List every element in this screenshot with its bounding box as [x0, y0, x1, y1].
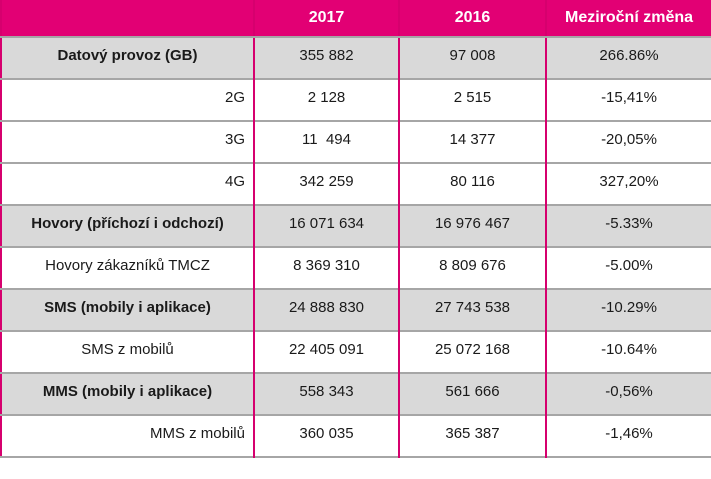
value-2016: 561 666	[398, 372, 546, 415]
value-2017: 355 882	[253, 37, 399, 79]
value-2017: 8 369 310	[253, 246, 399, 289]
row-label: Datový provoz (GB)	[1, 37, 254, 79]
row-label: SMS z mobilů	[1, 330, 254, 373]
value-yoy-change: -0,56%	[545, 372, 711, 415]
table-row: MMS z mobilů 360 035 365 387 -1,46%	[1, 414, 711, 457]
value-2017: 342 259	[253, 162, 399, 205]
row-label: Hovory zákazníků TMCZ	[1, 246, 254, 289]
value-2017: 360 035	[253, 414, 399, 457]
value-2016: 97 008	[398, 37, 546, 79]
value-yoy-change: 266.86%	[545, 37, 711, 79]
value-yoy-change: -5.33%	[545, 204, 711, 247]
value-yoy-change: -10.29%	[545, 288, 711, 331]
value-2016: 25 072 168	[398, 330, 546, 373]
header-year-2016: 2016	[398, 0, 546, 38]
table-row: MMS (mobily i aplikace) 558 343 561 666 -0,…	[1, 372, 711, 415]
row-label: MMS (mobily i aplikace)	[1, 372, 254, 415]
table-row: Hovory (příchozí i odchozí) 16 071 634 16 …	[1, 204, 711, 247]
header-row: 2017 2016 Meziroční změna	[1, 0, 711, 38]
value-yoy-change: -15,41%	[545, 78, 711, 121]
row-label: SMS (mobily i aplikace)	[1, 288, 254, 331]
value-2016: 2 515	[398, 78, 546, 121]
table-row: 2G 2 128 2 515 -15,41%	[1, 78, 711, 121]
value-yoy-change: -5.00%	[545, 246, 711, 289]
table-row: 3G 11 494 14 377 -20,05%	[1, 120, 711, 163]
table-row: Hovory zákazníků TMCZ 8 369 310 8 809 676-…	[1, 246, 711, 289]
table-row: Datový provoz (GB) 355 882 97 008 266.86%	[1, 37, 711, 79]
value-2016: 14 377	[398, 120, 546, 163]
value-2017: 22 405 091	[253, 330, 399, 373]
value-yoy-change: 327,20%	[545, 162, 711, 205]
value-2017: 558 343	[253, 372, 399, 415]
statistics-table: 2017 2016 Meziroční změna Datový provoz …	[0, 0, 711, 458]
value-2017: 2 128	[253, 78, 399, 121]
value-2016: 80 116	[398, 162, 546, 205]
value-2017: 11 494	[253, 120, 399, 163]
row-label: Hovory (příchozí i odchozí)	[1, 204, 254, 247]
value-yoy-change: -10.64%	[545, 330, 711, 373]
header-yoy-change: Meziroční změna	[545, 0, 711, 38]
value-2016: 365 387	[398, 414, 546, 457]
header-empty-cell	[1, 0, 254, 38]
row-label: 3G	[1, 120, 254, 163]
value-2017: 24 888 830	[253, 288, 399, 331]
row-label: MMS z mobilů	[1, 414, 254, 457]
table-row: SMS (mobily i aplikace) 24 888 830 27 743 …	[1, 288, 711, 331]
value-yoy-change: -20,05%	[545, 120, 711, 163]
table-row: 4G 342 259 80 116 327,20%	[1, 162, 711, 205]
value-2017: 16 071 634	[253, 204, 399, 247]
value-yoy-change: -1,46%	[545, 414, 711, 457]
row-label: 4G	[1, 162, 254, 205]
value-2016: 27 743 538	[398, 288, 546, 331]
header-year-2017: 2017	[253, 0, 399, 38]
value-2016: 8 809 676	[398, 246, 546, 289]
table-row: SMS z mobilů 22 405 091 25 072 168 -10.64%	[1, 330, 711, 373]
row-label: 2G	[1, 78, 254, 121]
value-2016: 16 976 467	[398, 204, 546, 247]
